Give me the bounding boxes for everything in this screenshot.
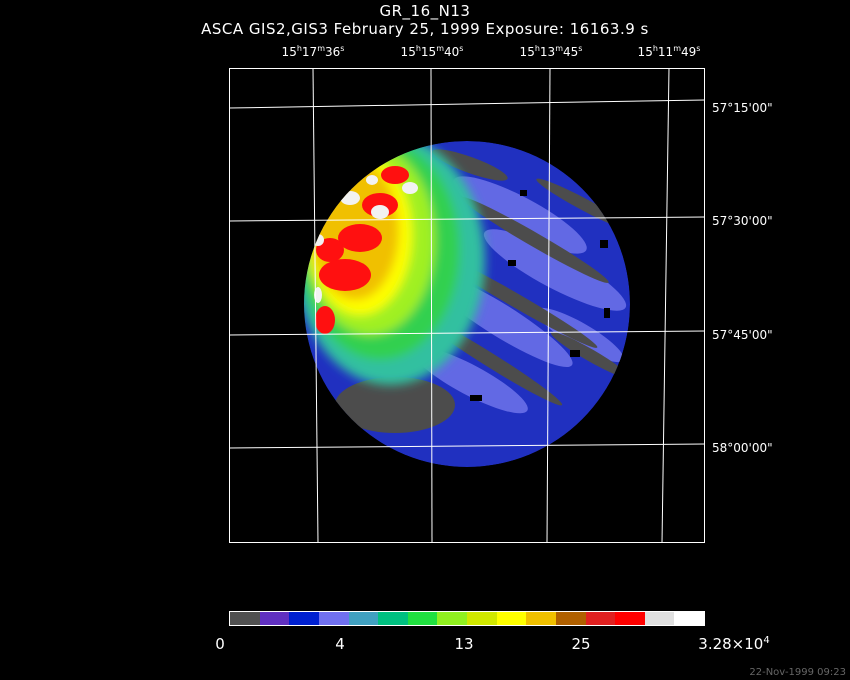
ra-tick-label-0: 15h17m36s (281, 44, 345, 59)
colorbar-segment-15 (674, 612, 704, 625)
colorbar-segment-13 (615, 612, 645, 625)
chart-subtitle: ASCA GIS2,GIS3 February 25, 1999 Exposur… (201, 20, 649, 38)
colorbar-segment-11 (555, 612, 586, 625)
colorbar-segment-3 (318, 612, 349, 625)
field-of-view (304, 141, 630, 467)
colorbar-segment-7 (437, 612, 467, 625)
colorbar-segment-9 (496, 612, 527, 625)
colorbar-tick-label-3: 25 (571, 635, 591, 653)
colorbar-segment-6 (407, 612, 438, 625)
ra-tick-label-1: 15h15m40s (400, 44, 464, 59)
colorbar-segment-5 (378, 612, 408, 625)
coordinate-grid (228, 67, 706, 544)
colorbar-segment-8 (467, 612, 497, 625)
colorbar-tick-label-0: 0 (215, 635, 225, 653)
colorbar-segment-14 (644, 612, 675, 625)
colorbar-segment-10 (526, 612, 556, 625)
ra-tick-label-2: 15h13m45s (519, 44, 583, 59)
colorbar-segment-2 (289, 612, 319, 625)
chart-title: GR_16_N13 (379, 2, 471, 20)
colorbar-segment-4 (348, 612, 379, 625)
colorbar (229, 611, 705, 626)
dec-tick-label-0: 57°15'00" (712, 101, 773, 115)
dec-tick-label-1: 57°30'00" (712, 214, 773, 228)
dec-tick-label-3: 58°00'00" (712, 441, 773, 455)
colorbar-tick-label-1: 4 (335, 635, 345, 653)
image-frame (229, 68, 705, 543)
colorbar-tick-label-2: 13 (454, 635, 474, 653)
dec-tick-label-2: 57°45'00" (712, 328, 773, 342)
colorbar-max-label: 3.28×104 (698, 635, 770, 653)
colorbar-segment-12 (585, 612, 616, 625)
timestamp: 22-Nov-1999 09:23 (749, 667, 846, 678)
colorbar-segment-1 (259, 612, 290, 625)
colorbar-segment-0 (230, 612, 260, 625)
ra-tick-label-3: 15h11m49s (637, 44, 701, 59)
